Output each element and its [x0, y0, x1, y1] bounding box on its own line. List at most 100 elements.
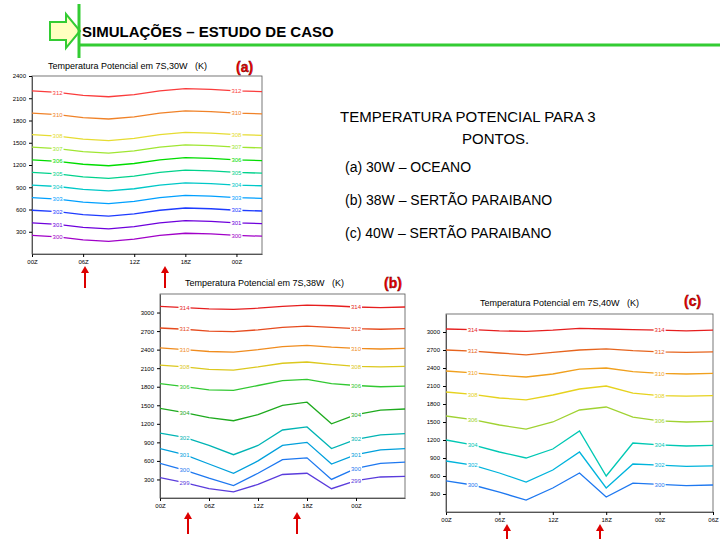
contour-line — [32, 89, 262, 97]
y-tick-mark — [29, 165, 32, 166]
contour-label-bg — [179, 451, 191, 458]
x-tick-mark — [209, 498, 210, 501]
contour-label: 303 — [53, 196, 64, 202]
contour-label-bg — [230, 87, 242, 94]
contour-label-bg — [230, 219, 242, 226]
contour-label-bg — [230, 182, 242, 189]
contour-label-bg — [52, 221, 64, 228]
contour-line — [160, 458, 405, 486]
y-tick-label: 2100 — [141, 366, 155, 372]
contour-label: 300 — [468, 482, 479, 488]
contour-label: 302 — [655, 462, 666, 468]
contour-label-bg — [179, 383, 191, 390]
contour-label-bg — [350, 411, 362, 418]
contour-lines — [160, 305, 405, 492]
contour-line — [160, 326, 405, 332]
contour-label: 305 — [53, 171, 64, 177]
y-tick-mark — [443, 332, 446, 333]
y-tick: 2700 — [141, 329, 160, 335]
contour-label: 310 — [231, 110, 242, 116]
contour-label-bg — [230, 169, 242, 176]
contour-label: 304 — [179, 410, 190, 416]
x-tick-label: 00Z — [232, 259, 243, 265]
contour-label: 304 — [468, 442, 479, 448]
contour-label: 301 — [231, 220, 242, 226]
header-vertical-rule — [78, 4, 81, 58]
contour-label: 307 — [231, 144, 242, 150]
y-tick-mark — [29, 121, 32, 122]
contour-line — [32, 208, 262, 216]
x-tick-label: 06Z — [78, 259, 89, 265]
contour-line — [446, 368, 713, 377]
x-tick: 18Z — [181, 254, 192, 265]
pointer-arrow-shaft — [164, 271, 166, 288]
y-tick-label: 1500 — [141, 403, 155, 409]
contour-label-bg — [350, 303, 362, 310]
contour-label-bg — [179, 479, 191, 486]
y-tick: 1200 — [13, 162, 32, 168]
y-tick-label: 600 — [144, 458, 155, 464]
contour-label-bg — [467, 441, 479, 448]
x-axis-line — [447, 512, 714, 513]
x-tick-mark — [356, 498, 357, 501]
y-tick: 1800 — [13, 118, 32, 124]
contour-label-bg — [467, 391, 479, 398]
x-tick: 00Z — [441, 512, 452, 523]
contour-label-bg — [350, 465, 362, 472]
y-axis-line — [446, 315, 447, 513]
header-rule — [79, 44, 720, 47]
y-tick-mark — [157, 331, 160, 332]
y-tick: 3000 — [141, 310, 160, 316]
pointer-arrow-shaft — [187, 517, 189, 534]
contour-label: 302 — [179, 435, 190, 441]
y-tick-label: 1800 — [141, 384, 155, 390]
x-tick: 12Z — [253, 498, 264, 509]
y-axis-line — [32, 77, 33, 255]
y-tick: 1200 — [427, 437, 446, 443]
contour-label: 302 — [231, 207, 242, 213]
contour-label-bg — [467, 326, 479, 333]
contour-label: 308 — [655, 393, 666, 399]
y-tick-mark — [157, 424, 160, 425]
x-tick-label: 12Z — [130, 259, 141, 265]
contour-label: 306 — [351, 383, 362, 389]
contour-line — [160, 379, 405, 390]
panel-label: (b) — [384, 275, 402, 291]
y-tick: 1800 — [427, 401, 446, 407]
chart: Temperatura Potencial em 7S,30W (K)00Z06… — [13, 59, 263, 288]
x-axis-line — [161, 498, 406, 499]
y-tick-mark — [443, 494, 446, 495]
contour-label-bg — [654, 417, 666, 424]
contour-label-bg — [230, 207, 242, 214]
contour-label-bg — [52, 196, 64, 203]
contour-label-bg — [230, 232, 242, 239]
y-tick-label: 900 — [16, 185, 27, 191]
contour-label: 314 — [179, 305, 190, 311]
contour-label: 304 — [231, 182, 242, 188]
contour-label-bg — [467, 348, 479, 355]
contour-label-bg — [654, 481, 666, 488]
y-tick-mark — [29, 143, 32, 144]
contour-label-bg — [654, 441, 666, 448]
x-tick-label: 06Z — [204, 503, 215, 509]
plot-frame — [32, 76, 262, 254]
contour-labels: 2992993003003013013023023043043063063083… — [179, 303, 363, 486]
contour-label: 306 — [53, 158, 64, 164]
y-tick-mark — [29, 76, 32, 77]
contour-labels: 3003003023023043043063063083083103103123… — [467, 326, 666, 488]
x-tick: 00Z — [27, 254, 38, 265]
list-item: (b) 38W – SERTÃO PARAIBANO — [345, 192, 552, 208]
contour-label: 307 — [53, 146, 64, 152]
contour-label-bg — [654, 462, 666, 469]
contour-label: 306 — [179, 384, 190, 390]
x-tick-label: 06Z — [495, 517, 506, 523]
contour-label: 314 — [468, 327, 479, 333]
pointer-arrow-head — [184, 512, 192, 519]
y-tick-mark — [29, 187, 32, 188]
contour-label: 300 — [655, 482, 666, 488]
contour-label: 310 — [179, 347, 190, 353]
contour-label: 302 — [351, 436, 362, 442]
contour-label-bg — [52, 158, 64, 165]
y-tick: 900 — [16, 185, 32, 191]
contour-label: 310 — [468, 370, 479, 376]
